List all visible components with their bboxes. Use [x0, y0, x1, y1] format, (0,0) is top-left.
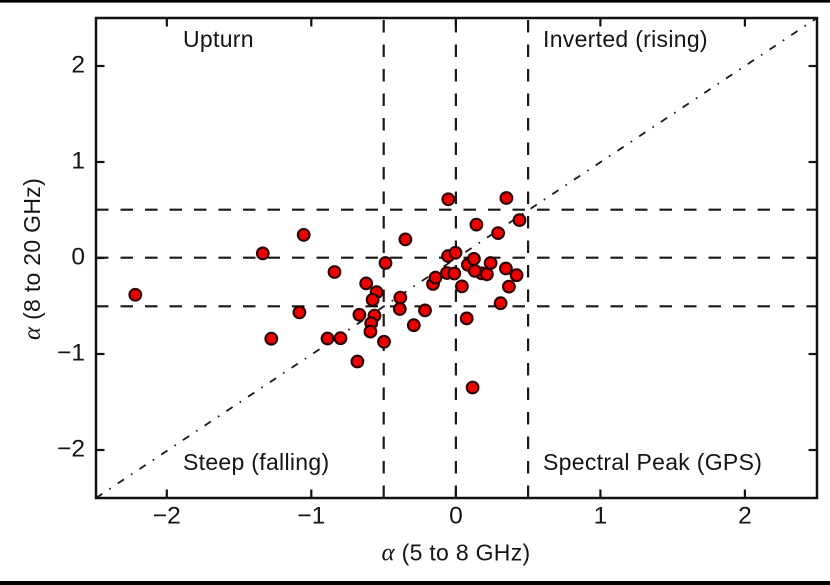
- svg-text:2: 2: [71, 52, 85, 79]
- svg-text:2: 2: [738, 503, 752, 530]
- svg-text:0: 0: [71, 244, 85, 271]
- svg-text:1: 1: [594, 503, 608, 530]
- svg-text:α (5 to 8 GHz): α (5 to 8 GHz): [382, 540, 531, 567]
- svg-text:−2: −2: [57, 436, 85, 463]
- svg-text:−1: −1: [297, 503, 325, 530]
- svg-text:−1: −1: [57, 340, 85, 367]
- svg-text:1: 1: [71, 148, 85, 175]
- svg-text:Steep (falling): Steep (falling): [183, 449, 329, 475]
- svg-text:Inverted (rising): Inverted (rising): [543, 26, 708, 52]
- svg-text:−2: −2: [153, 503, 181, 530]
- svg-text:Upturn: Upturn: [183, 26, 254, 52]
- svg-text:α (8 to 20 GHz): α (8 to 20 GHz): [19, 178, 46, 340]
- svg-text:0: 0: [449, 503, 463, 530]
- svg-text:Spectral Peak (GPS): Spectral Peak (GPS): [543, 449, 762, 475]
